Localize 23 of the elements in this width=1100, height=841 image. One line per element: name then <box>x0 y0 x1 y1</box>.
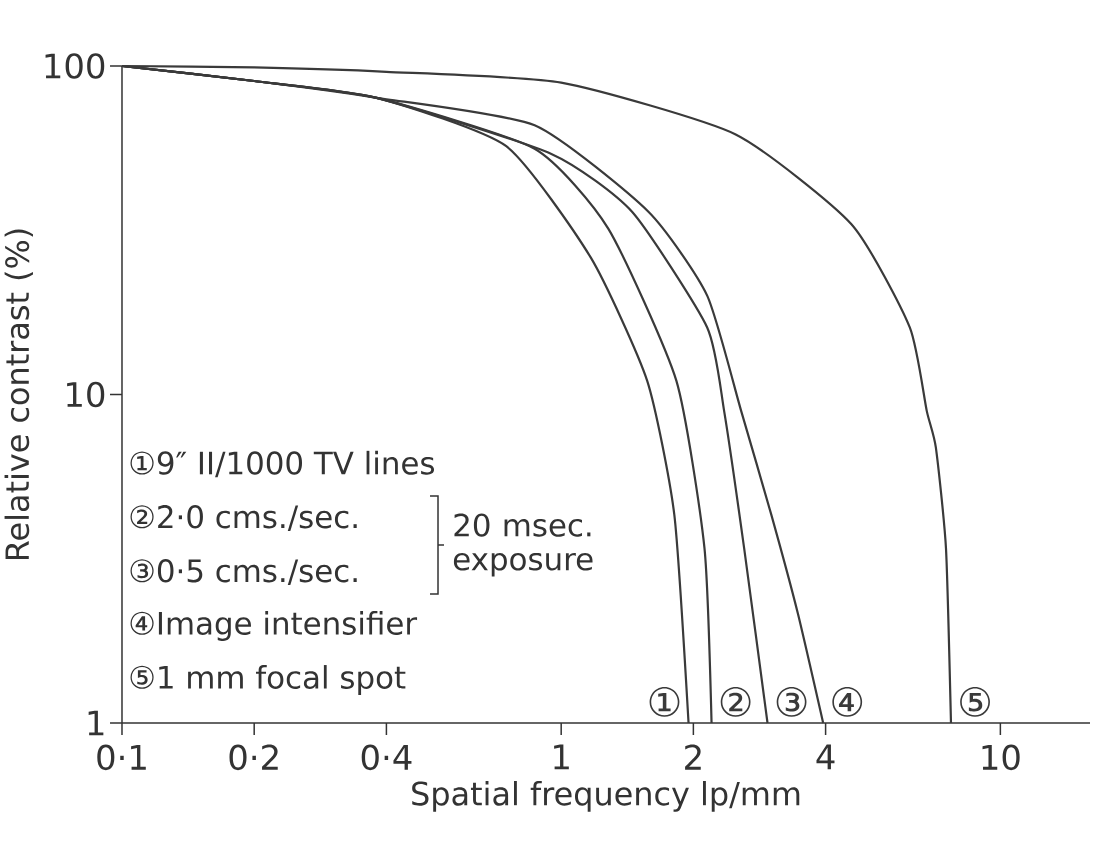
y-tick-label: 100 <box>45 53 105 79</box>
annotation: ②2·0 cms./sec. <box>130 505 357 531</box>
series-label: ② <box>720 686 751 717</box>
x-tick-label: 2 <box>685 744 701 770</box>
x-tick-label: 4 <box>816 744 835 770</box>
annotation: 20 msec. exposure <box>453 513 593 577</box>
annotation: ①9″ II/1000 TV lines <box>130 450 435 478</box>
series-label: ① <box>649 686 680 717</box>
annotation: ⑤1 mm focal spot <box>130 665 406 695</box>
x-tick-label: 0·2 <box>229 744 278 771</box>
x-axis-title: Spatial frequency lp/mm <box>412 780 800 812</box>
x-tick-label: 0·1 <box>97 744 146 771</box>
annotation: ④Image intensifier <box>130 611 418 641</box>
x-tick-label: 1 <box>554 744 569 770</box>
x-tick-label: 10 <box>982 744 1020 771</box>
series-label: ⑤ <box>960 686 990 717</box>
series-label: ③ <box>776 686 807 717</box>
annotation: ③0·5 cms./sec. <box>130 559 357 585</box>
y-tick-label: 1 <box>88 710 104 736</box>
x-tick-label: 0·4 <box>361 744 412 771</box>
series-label: ④ <box>832 686 863 717</box>
y-tick-label: 10 <box>67 381 105 408</box>
y-axis-title: Relative contrast (%) <box>4 229 33 560</box>
